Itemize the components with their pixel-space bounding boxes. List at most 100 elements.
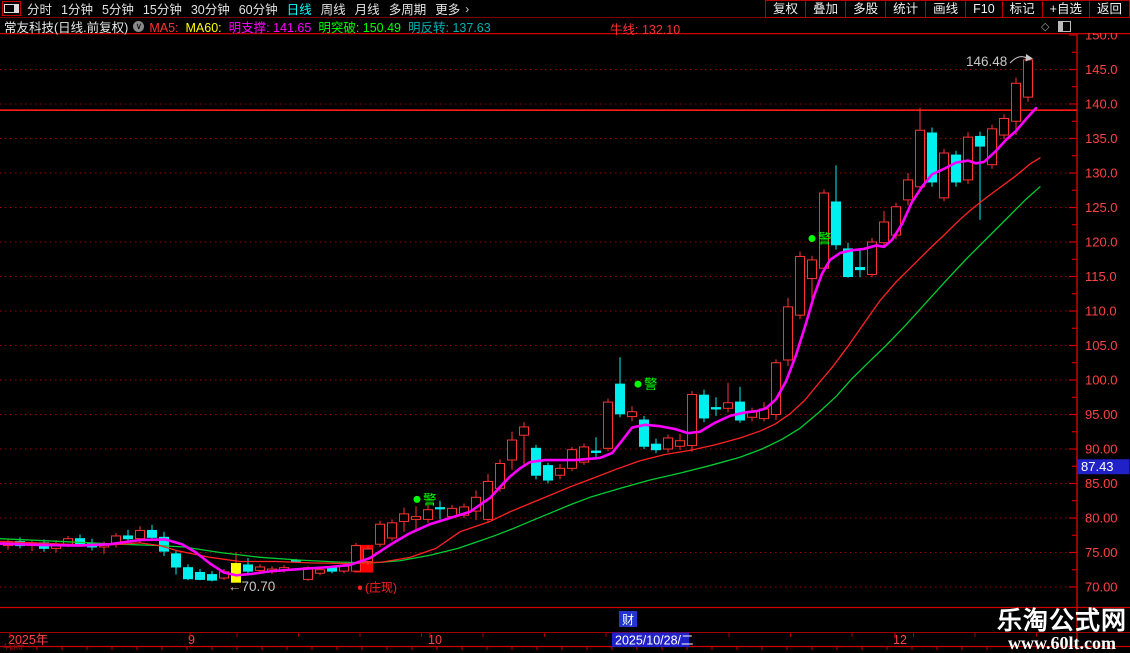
- candle[interactable]: [507, 439, 517, 461]
- tab-日线[interactable]: 日线: [286, 3, 312, 17]
- button-+自选[interactable]: +自选: [1041, 0, 1089, 18]
- diamond-icon[interactable]: ◇: [1041, 21, 1050, 33]
- candle[interactable]: [195, 572, 205, 580]
- candle[interactable]: [411, 516, 421, 520]
- candle[interactable]: [543, 465, 553, 481]
- tab-60分钟[interactable]: 60分钟: [238, 3, 278, 17]
- candle[interactable]: [135, 529, 145, 540]
- selected-date-tag: [612, 632, 689, 647]
- candle[interactable]: [963, 136, 973, 181]
- stock-title[interactable]: 常友科技(日线.前复权): [4, 20, 129, 35]
- candle[interactable]: [987, 128, 997, 166]
- candle[interactable]: [555, 467, 565, 476]
- candle[interactable]: [423, 509, 433, 520]
- y-axis-label: 120.0: [1085, 235, 1118, 250]
- candle[interactable]: [795, 255, 805, 316]
- candle[interactable]: [939, 152, 949, 199]
- candle[interactable]: [1011, 82, 1021, 122]
- candle[interactable]: [123, 535, 133, 540]
- candle[interactable]: [999, 117, 1009, 136]
- tab-更多[interactable]: 更多: [435, 3, 461, 17]
- tab-多周期[interactable]: 多周期: [388, 3, 427, 17]
- indicator-values: MA5: MA60: 明支撑: 141.65 明突破: 150.49 明反转: 137.…: [149, 17, 497, 36]
- candle[interactable]: [75, 538, 85, 545]
- candle[interactable]: [735, 401, 745, 421]
- candle[interactable]: [183, 567, 193, 580]
- candle[interactable]: [579, 446, 589, 463]
- candle[interactable]: [771, 362, 781, 415]
- candle[interactable]: [519, 426, 529, 436]
- candle[interactable]: [699, 394, 709, 419]
- candle[interactable]: [147, 529, 157, 538]
- candle[interactable]: [675, 440, 685, 447]
- y-axis-label: 70.00: [1085, 580, 1118, 595]
- candle[interactable]: [903, 179, 913, 201]
- candle[interactable]: [627, 411, 637, 418]
- candle[interactable]: [159, 536, 169, 552]
- candle[interactable]: [351, 545, 361, 572]
- tab-月线[interactable]: 月线: [354, 3, 380, 17]
- button-统计[interactable]: 统计: [885, 0, 926, 18]
- candle[interactable]: [615, 383, 625, 415]
- split-window-icon[interactable]: [1058, 21, 1071, 32]
- y-axis-label: 140.0: [1085, 97, 1118, 112]
- tab-30分钟[interactable]: 30分钟: [190, 3, 230, 17]
- candle[interactable]: [915, 129, 925, 188]
- button-标记[interactable]: 标记: [1001, 0, 1042, 18]
- y-axis-label: 135.0: [1085, 131, 1118, 146]
- cursor-price-tag: [1077, 459, 1130, 475]
- candle[interactable]: [807, 259, 817, 280]
- watermark: 乐淘公式网 www.60lt.com: [997, 608, 1127, 653]
- candle[interactable]: [1023, 59, 1033, 98]
- ma-fast-line: [0, 106, 1038, 577]
- candle[interactable]: [435, 507, 445, 510]
- tab-15分钟[interactable]: 15分钟: [142, 3, 182, 17]
- indicator-value: MA60:: [185, 20, 222, 35]
- event-tag-text: 财: [622, 613, 634, 627]
- chevron-down-icon[interactable]: ∨: [133, 20, 145, 32]
- candle[interactable]: [711, 407, 721, 410]
- candle[interactable]: [651, 443, 661, 451]
- candle[interactable]: [975, 135, 985, 147]
- y-axis-label: 75.00: [1085, 545, 1118, 560]
- tab-分时[interactable]: 分时: [27, 3, 53, 17]
- tab-1分钟[interactable]: 1分钟: [61, 3, 93, 17]
- candle[interactable]: [867, 241, 877, 275]
- window-layout-icon[interactable]: [2, 1, 21, 16]
- button-F10[interactable]: F10: [965, 0, 1002, 18]
- candle[interactable]: [399, 513, 409, 522]
- button-画线[interactable]: 画线: [925, 0, 966, 18]
- candle[interactable]: [231, 563, 241, 583]
- candle[interactable]: [639, 419, 649, 447]
- banker-label: (庄现): [365, 580, 397, 595]
- candle[interactable]: [171, 553, 181, 568]
- candle[interactable]: [387, 522, 397, 539]
- chevron-right-icon[interactable]: ›: [465, 1, 470, 16]
- candle[interactable]: [315, 569, 325, 574]
- button-返回[interactable]: 返回: [1088, 0, 1130, 18]
- tab-5分钟[interactable]: 5分钟: [101, 3, 134, 17]
- tab-周线[interactable]: 周线: [320, 3, 346, 17]
- candle[interactable]: [843, 248, 853, 277]
- candle[interactable]: [723, 402, 733, 409]
- button-叠加[interactable]: 叠加: [805, 0, 846, 18]
- candle[interactable]: [663, 437, 673, 450]
- candle[interactable]: [243, 564, 253, 572]
- candle[interactable]: [783, 306, 793, 361]
- candle[interactable]: [375, 523, 385, 545]
- candle[interactable]: [603, 401, 613, 449]
- button-多股[interactable]: 多股: [845, 0, 886, 18]
- warn-label: 警: [423, 492, 437, 507]
- candle[interactable]: [255, 566, 265, 571]
- candle[interactable]: [831, 201, 841, 246]
- candle[interactable]: [591, 450, 601, 453]
- candle[interactable]: [951, 154, 961, 183]
- button-复权[interactable]: 复权: [765, 0, 806, 18]
- candle[interactable]: [927, 132, 937, 183]
- candle[interactable]: [207, 574, 217, 581]
- candle[interactable]: [855, 267, 865, 271]
- candle[interactable]: [687, 393, 697, 447]
- top-toolbar: 分时 1分钟 5分钟 15分钟 30分钟 60分钟 日线 周线 月线 多周期 更多 › 复权 叠加 多股…: [0, 0, 1130, 18]
- candle[interactable]: [879, 221, 889, 244]
